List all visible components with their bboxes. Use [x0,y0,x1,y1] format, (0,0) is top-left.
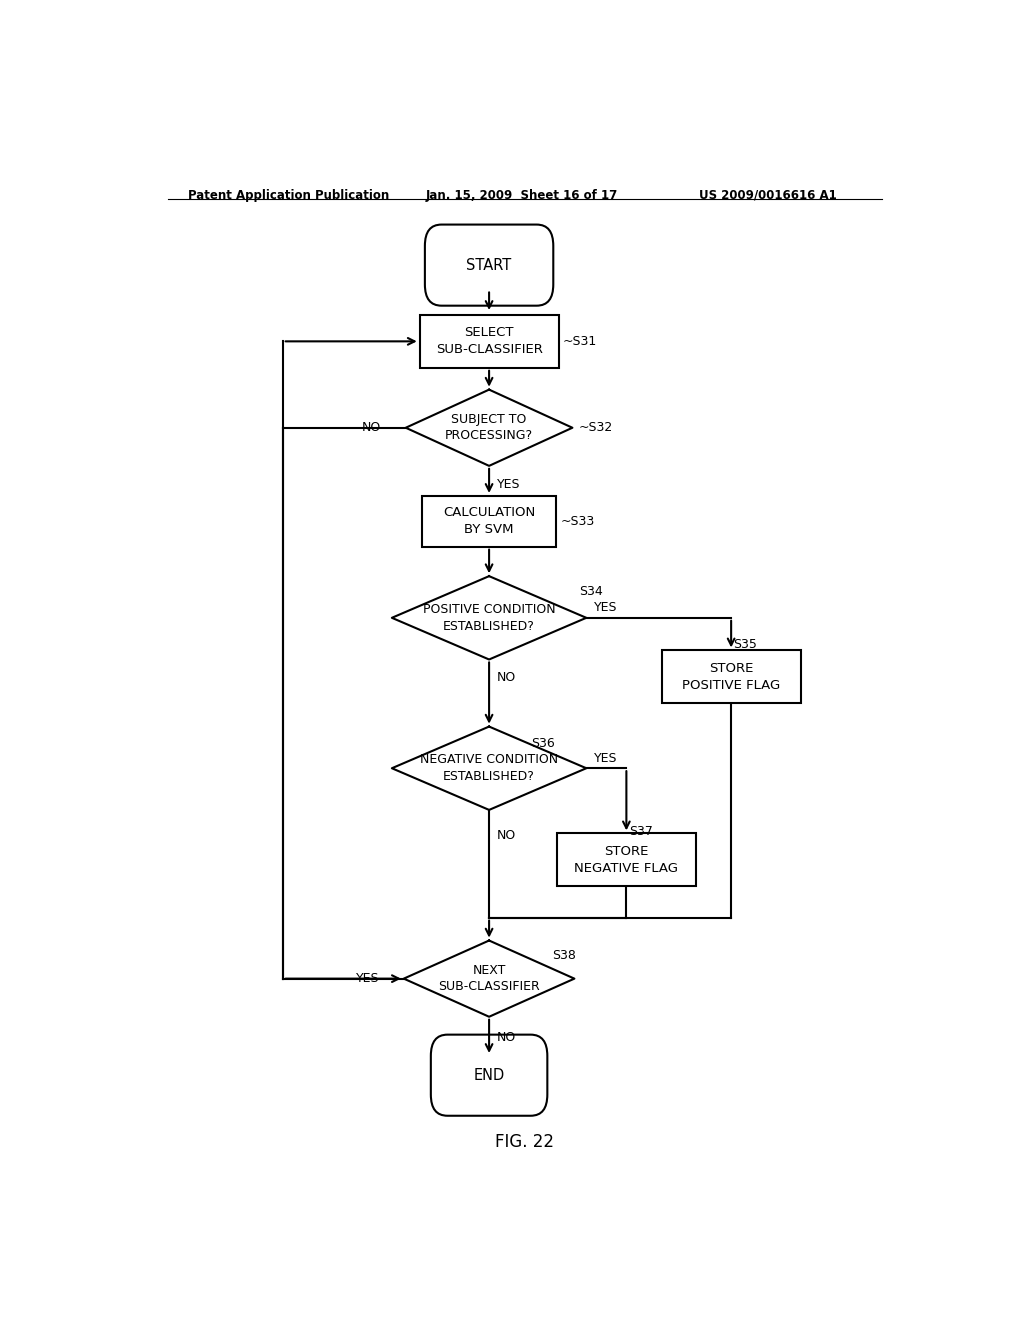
Text: STORE
NEGATIVE FLAG: STORE NEGATIVE FLAG [574,845,678,875]
Bar [423,496,556,546]
FancyBboxPatch shape [431,1035,548,1115]
Text: Jan. 15, 2009  Sheet 16 of 17: Jan. 15, 2009 Sheet 16 of 17 [426,189,617,202]
Text: CALCULATION
BY SVM: CALCULATION BY SVM [443,507,536,536]
Text: SELECT
SUB-CLASSIFIER: SELECT SUB-CLASSIFIER [435,326,543,356]
Text: POSITIVE CONDITION
ESTABLISHED?: POSITIVE CONDITION ESTABLISHED? [423,603,555,632]
Text: S35: S35 [733,638,758,651]
Text: S38: S38 [553,949,577,962]
Text: S36: S36 [531,738,555,750]
Text: START: START [467,257,512,273]
Text: ~S32: ~S32 [579,421,613,434]
Text: YES: YES [497,478,520,491]
Text: STORE
POSITIVE FLAG: STORE POSITIVE FLAG [682,661,780,692]
Text: YES: YES [594,601,617,614]
Bar [662,651,801,704]
Text: NO: NO [362,421,381,434]
Text: NO: NO [497,1031,516,1044]
Text: NEXT
SUB-CLASSIFIER: NEXT SUB-CLASSIFIER [438,964,540,994]
Text: END: END [473,1068,505,1082]
FancyBboxPatch shape [425,224,553,306]
Bar [420,315,558,368]
Text: NO: NO [497,672,516,684]
Text: S37: S37 [629,825,652,838]
Text: SUBJECT TO
PROCESSING?: SUBJECT TO PROCESSING? [445,413,534,442]
Text: S34: S34 [579,585,602,598]
Text: ~S33: ~S33 [560,515,595,528]
Text: YES: YES [356,972,380,985]
Text: NEGATIVE CONDITION
ESTABLISHED?: NEGATIVE CONDITION ESTABLISHED? [420,754,558,783]
Text: YES: YES [594,751,617,764]
Text: NO: NO [497,829,516,842]
Text: US 2009/0016616 A1: US 2009/0016616 A1 [699,189,838,202]
Text: ~S31: ~S31 [563,335,597,348]
Bar [557,833,696,886]
Text: Patent Application Publication: Patent Application Publication [187,189,389,202]
Text: FIG. 22: FIG. 22 [496,1134,554,1151]
